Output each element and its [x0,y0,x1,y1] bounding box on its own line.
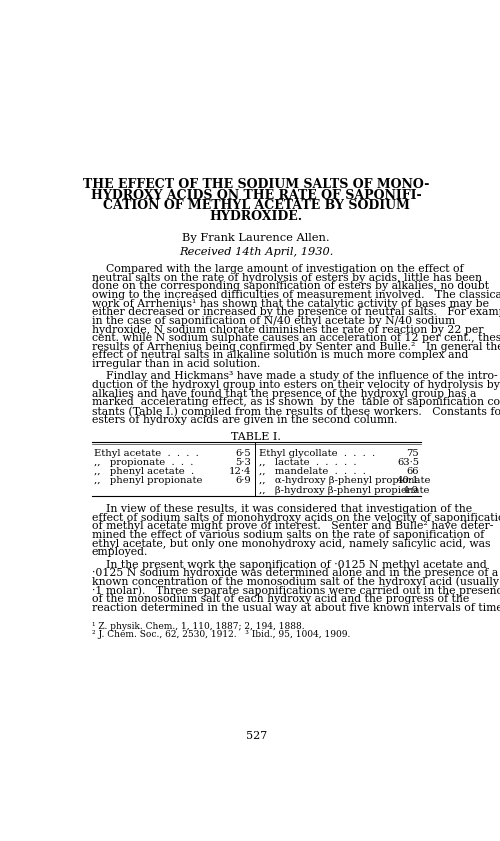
Text: employed.: employed. [92,547,148,558]
Text: 12·4: 12·4 [228,467,251,476]
Text: In view of these results, it was considered that investigation of the: In view of these results, it was conside… [92,504,472,514]
Text: ² J. Chem. Soc., 62, 2530, 1912.   ³ Ibid., 95, 1004, 1909.: ² J. Chem. Soc., 62, 2530, 1912. ³ Ibid.… [92,630,350,639]
Text: alkalies and have found that the presence of the hydroxyl group has a: alkalies and have found that the presenc… [92,389,476,399]
Text: effect of sodium salts of monohydroxy acids on the velocity of saponification: effect of sodium salts of monohydroxy ac… [92,513,500,523]
Text: Ethyl glycollate  .  .  .  .: Ethyl glycollate . . . . [260,448,376,458]
Text: owing to the increased difficulties of measurement involved.   The classical: owing to the increased difficulties of m… [92,290,500,300]
Text: ·0125 N sodium hydroxide was determined alone and in the presence of a: ·0125 N sodium hydroxide was determined … [92,569,498,579]
Text: cent. while N sodium sulphate causes an acceleration of 12 per cent., these: cent. while N sodium sulphate causes an … [92,333,500,343]
Text: done on the corresponding saponification of esters by alkalies, no doubt: done on the corresponding saponification… [92,282,489,292]
Text: ,,   phenyl propionate: ,, phenyl propionate [94,476,202,485]
Text: ,,   propionate  .  .  .: ,, propionate . . . [94,458,193,467]
Text: irregular than in acid solution.: irregular than in acid solution. [92,359,260,369]
Text: ,,   β-hydroxy β-phenyl propionate: ,, β-hydroxy β-phenyl propionate [260,485,430,495]
Text: effect of neutral salts in alkaline solution is much more complex and: effect of neutral salts in alkaline solu… [92,351,469,361]
Text: either decreased or increased by the presence of neutral salts.   For example,: either decreased or increased by the pre… [92,307,500,317]
Text: marked  accelerating effect, as is shown  by the  table of saponification con-: marked accelerating effect, as is shown … [92,397,500,407]
Text: esters of hydroxy acids are given in the second column.: esters of hydroxy acids are given in the… [92,415,398,425]
Text: HYDROXY ACIDS ON THE RATE OF SAPONIFI-: HYDROXY ACIDS ON THE RATE OF SAPONIFI- [91,188,422,202]
Text: 527: 527 [246,731,267,741]
Text: ,,   α-hydroxy β-phenyl propionate: ,, α-hydroxy β-phenyl propionate [260,476,431,485]
Text: neutral salts on the rate of hydrolysis of esters by acids, little has been: neutral salts on the rate of hydrolysis … [92,272,482,283]
Text: ·1 molar).   Three separate saponifications were carried out in the presence: ·1 molar). Three separate saponification… [92,585,500,596]
Text: 4·9: 4·9 [403,485,419,495]
Text: TABLE I.: TABLE I. [232,432,281,442]
Text: in the case of saponification of N/40 ethyl acetate by N/40 sodium: in the case of saponification of N/40 et… [92,316,455,326]
Text: mined the effect of various sodium salts on the rate of saponification of: mined the effect of various sodium salts… [92,530,484,540]
Text: work of Arrhenius¹ has shown that the catalytic activity of bases may be: work of Arrhenius¹ has shown that the ca… [92,299,489,309]
Text: ethyl acetate, but only one monohydroxy acid, namely salicylic acid, was: ethyl acetate, but only one monohydroxy … [92,538,490,548]
Text: 6·5: 6·5 [235,448,251,458]
Text: THE EFFECT OF THE SODIUM SALTS OF MONO-: THE EFFECT OF THE SODIUM SALTS OF MONO- [83,178,430,191]
Text: ,,   phenyl acetate  .: ,, phenyl acetate . [94,467,194,476]
Text: Ethyl acetate  .  .  .  .: Ethyl acetate . . . . [94,448,198,458]
Text: In the present work the saponification of ·0125 N methyl acetate and: In the present work the saponification o… [92,560,486,569]
Text: of methyl acetate might prove of interest.   Senter and Bulle² have deter-: of methyl acetate might prove of interes… [92,521,493,532]
Text: 75: 75 [406,448,419,458]
Text: By Frank Laurence Allen.: By Frank Laurence Allen. [182,233,330,243]
Text: hydroxide, N sodium chlorate diminishes the rate of reaction by 22 per: hydroxide, N sodium chlorate diminishes … [92,325,483,335]
Text: stants (Table I.) compiled from the results of these workers.   Constants for: stants (Table I.) compiled from the resu… [92,406,500,416]
Text: results of Arrhenius being confirmed by Senter and Bulle.²   In general the: results of Arrhenius being confirmed by … [92,341,500,352]
Text: Compared with the large amount of investigation on the effect of: Compared with the large amount of invest… [92,264,464,274]
Text: Received 14th April, 1930.: Received 14th April, 1930. [179,247,334,257]
Text: CATION OF METHYL ACETATE BY SODIUM: CATION OF METHYL ACETATE BY SODIUM [103,199,410,213]
Text: ¹ Z. physik. Chem., 1, 110, 1887; 2, 194, 1888.: ¹ Z. physik. Chem., 1, 110, 1887; 2, 194… [92,622,304,632]
Text: ,,   mandelate  .  .  .  .: ,, mandelate . . . . [260,467,366,476]
Text: 63·5: 63·5 [397,458,419,467]
Text: 6·9: 6·9 [235,476,251,485]
Text: reaction determined in the usual way at about five known intervals of time: reaction determined in the usual way at … [92,603,500,613]
Text: known concentration of the monosodium salt of the hydroxyl acid (usually: known concentration of the monosodium sa… [92,577,499,588]
Text: HYDROXIDE.: HYDROXIDE. [210,210,303,223]
Text: 40·1: 40·1 [396,476,419,485]
Text: of the monosodium salt of each hydroxy acid and the progress of the: of the monosodium salt of each hydroxy a… [92,595,469,604]
Text: 66: 66 [406,467,419,476]
Text: 5·3: 5·3 [235,458,251,467]
Text: ,,   lactate  .  .  .  .  .: ,, lactate . . . . . [260,458,357,467]
Text: duction of the hydroxyl group into esters on their velocity of hydrolysis by: duction of the hydroxyl group into ester… [92,380,500,390]
Text: Findlay and Hickmans³ have made a study of the influence of the intro-: Findlay and Hickmans³ have made a study … [92,372,498,382]
